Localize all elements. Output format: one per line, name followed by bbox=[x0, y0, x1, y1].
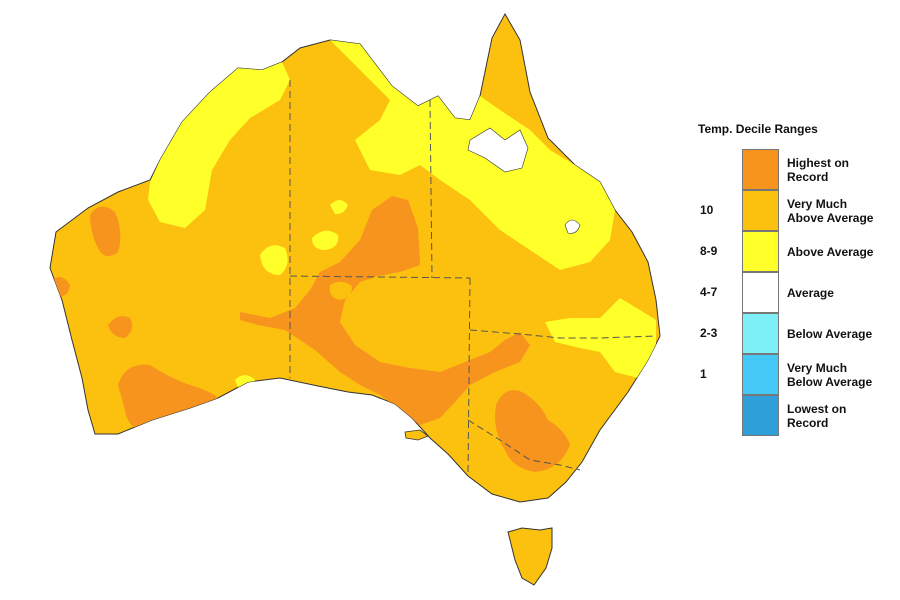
legend-label: Very Much Above Average bbox=[787, 196, 874, 225]
legend-swatch bbox=[742, 395, 779, 436]
legend-label: Above Average bbox=[787, 244, 874, 259]
region-record-west-a bbox=[90, 206, 121, 257]
legend-row-lowest-on-record: Lowest on Record bbox=[700, 395, 890, 436]
legend-swatch bbox=[742, 272, 779, 313]
region-above-average-centre-a bbox=[260, 245, 288, 275]
legend-label: Very Much Below Average bbox=[787, 360, 873, 389]
legend-label: Below Average bbox=[787, 326, 873, 341]
region-above-average-centre-b bbox=[312, 230, 339, 250]
legend-label: Highest on Record bbox=[787, 155, 849, 184]
legend-swatch bbox=[742, 149, 779, 190]
legend-label: Average bbox=[787, 285, 834, 300]
legend-swatch bbox=[742, 231, 779, 272]
legend-value bbox=[700, 149, 736, 190]
legend-value: 2-3 bbox=[700, 326, 718, 340]
legend-value: 8-9 bbox=[700, 244, 718, 258]
tasmania-shape bbox=[507, 527, 553, 586]
legend: Highest on Record 10 Very Much Above Ave… bbox=[700, 149, 890, 436]
legend-row-above-average: 8-9 Above Average bbox=[700, 231, 890, 272]
legend-value: 10 bbox=[700, 203, 714, 217]
state-borders bbox=[289, 80, 656, 477]
region-record-central-hole bbox=[329, 281, 352, 300]
region-above-average-centre-c bbox=[330, 200, 348, 215]
region-record-southeast bbox=[495, 390, 570, 472]
region-above-average-east bbox=[545, 298, 656, 378]
region-above-average-north bbox=[330, 40, 615, 270]
border-nsw-vic bbox=[467, 419, 581, 471]
border-nt-qld bbox=[429, 99, 433, 279]
legend-row-average: 4-7 Average bbox=[700, 272, 890, 313]
legend-row-very-much-above-average: 10 Very Much Above Average bbox=[700, 190, 890, 231]
region-record-west-b bbox=[108, 316, 133, 338]
region-average-gulf bbox=[467, 127, 529, 173]
region-record-central-band bbox=[240, 196, 530, 425]
legend-swatch bbox=[742, 354, 779, 395]
legend-value: 1 bbox=[700, 367, 707, 381]
border-sa-east bbox=[467, 277, 471, 477]
legend-value: 4-7 bbox=[700, 285, 718, 299]
legend-row-below-average: 2-3 Below Average bbox=[700, 313, 890, 354]
border-nt-sa bbox=[289, 275, 471, 279]
region-above-average-south bbox=[235, 375, 255, 392]
kangaroo-island-shape bbox=[404, 429, 429, 441]
legend-swatch bbox=[742, 313, 779, 354]
legend-title: Temp. Decile Ranges bbox=[698, 122, 818, 136]
legend-row-highest-on-record: Highest on Record bbox=[700, 149, 890, 190]
legend-label: Lowest on Record bbox=[787, 401, 847, 430]
region-average-queensland bbox=[564, 219, 581, 234]
legend-swatch bbox=[742, 190, 779, 231]
border-qld-nsw bbox=[469, 329, 656, 339]
legend-row-very-much-below-average: 1 Very Much Below Average bbox=[700, 354, 890, 395]
region-above-average-northwest bbox=[148, 62, 290, 228]
legend-value bbox=[700, 395, 736, 436]
